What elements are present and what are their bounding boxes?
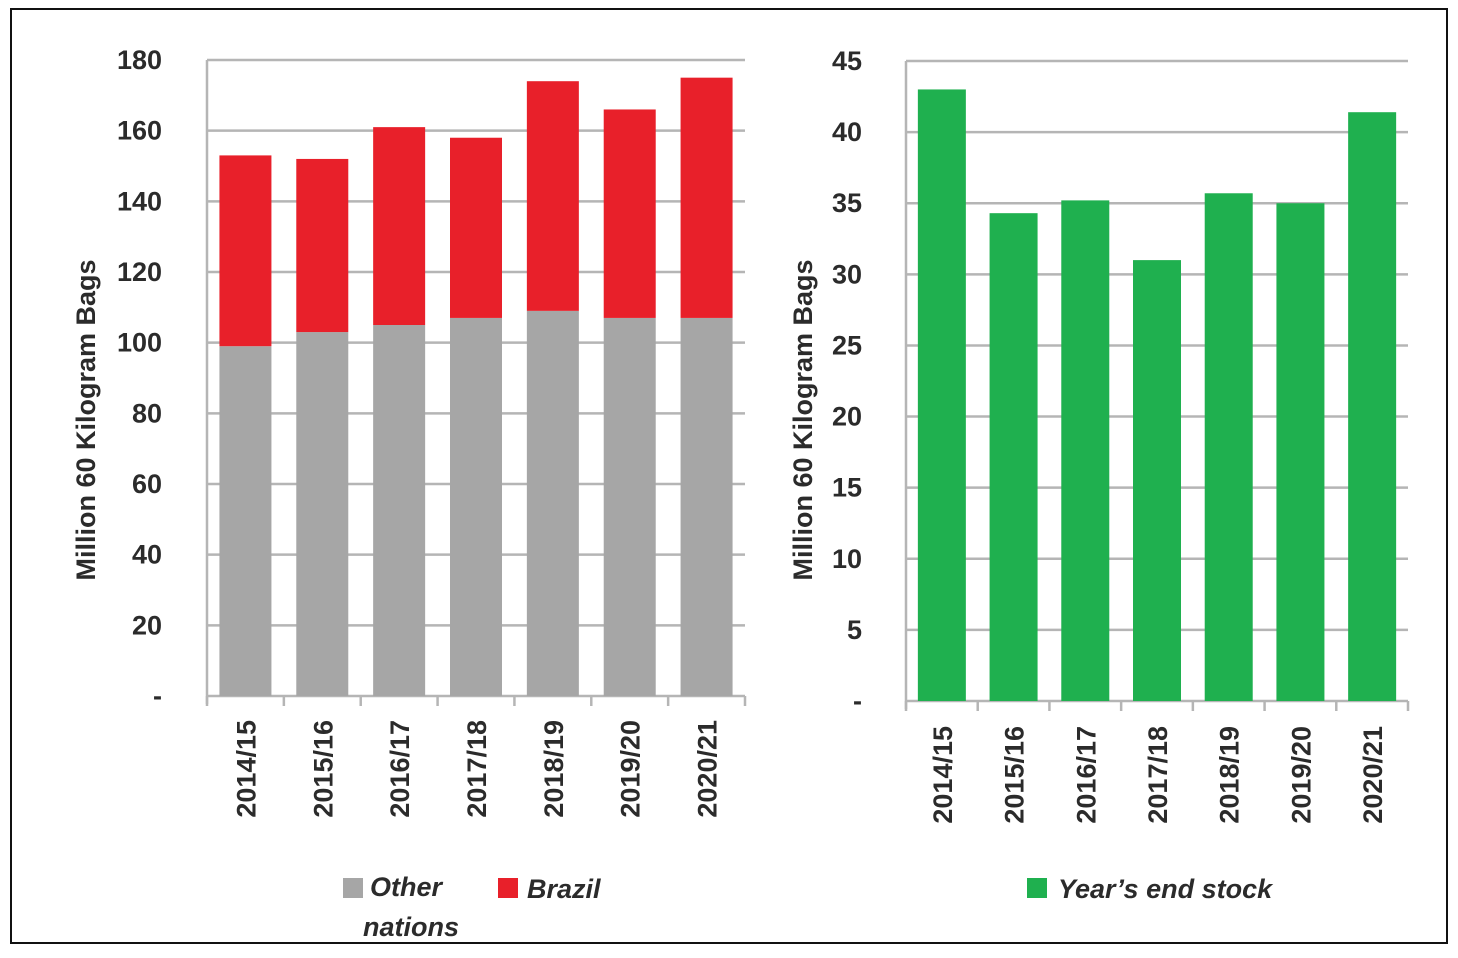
- bar-other-nations-2018-19: [526, 310, 579, 696]
- bar-year-s-end-stock-2019-20: [1276, 203, 1325, 701]
- y-axis-label: Million 60 Kilogram Bags: [71, 259, 101, 580]
- x-tick-label: 2018/19: [539, 720, 569, 818]
- bar-other-nations-2014-15: [219, 346, 272, 696]
- y-tick-label: 10: [832, 544, 862, 574]
- x-tick-label: 2020/21: [1358, 726, 1388, 824]
- legend-swatch-other-nations: [343, 878, 363, 898]
- bar-brazil-2014-15: [219, 155, 272, 347]
- y-tick-label: 120: [117, 257, 162, 287]
- x-tick-label: 2015/16: [308, 720, 338, 818]
- y-axis-label: Million 60 Kilogram Bags: [788, 259, 818, 580]
- bar-year-s-end-stock-2018-19: [1204, 193, 1253, 701]
- x-tick-label: 2014/15: [928, 726, 958, 824]
- legend-swatch-year-s-end-stock: [1027, 878, 1047, 898]
- bar-other-nations-2015-16: [296, 332, 349, 696]
- x-tick-label: 2016/17: [1071, 726, 1101, 824]
- x-tick-label: 2017/18: [1143, 726, 1173, 824]
- bar-year-s-end-stock-2017-18: [1133, 260, 1181, 701]
- production-chart: - 20 40 60 80 100 120 140 160 180 Million 60 Kilog…: [71, 45, 747, 942]
- bar-brazil-2019-20: [603, 109, 656, 318]
- y-tick-label: 45: [832, 46, 862, 76]
- y-tick-label: 35: [832, 188, 862, 218]
- y-tick-label: 180: [117, 45, 162, 75]
- y-tick-label: 40: [832, 117, 862, 147]
- bar-brazil-2015-16: [296, 158, 349, 333]
- y-tick-label: 100: [117, 328, 162, 358]
- y-tick-label: 60: [132, 469, 162, 499]
- legend-label: Brazil: [527, 874, 601, 904]
- bar-brazil-2018-19: [526, 81, 579, 311]
- y-tick-label: 40: [132, 540, 162, 570]
- bar-year-s-end-stock-2014-15: [917, 89, 966, 701]
- bar-other-nations-2017-18: [450, 317, 502, 696]
- x-tick-label: 2019/20: [616, 720, 646, 818]
- y-tick-label: 20: [832, 402, 862, 432]
- x-tick-label: 2016/17: [385, 720, 415, 818]
- bar-year-s-end-stock-2020-21: [1348, 112, 1397, 701]
- x-tick-label: 2018/19: [1215, 726, 1245, 824]
- legend-swatch-brazil: [498, 878, 518, 898]
- x-tick-label: 2015/16: [1000, 726, 1030, 824]
- y-tick-label: -: [153, 681, 162, 711]
- y-tick-label: 15: [832, 473, 862, 503]
- stock-chart: - 5 10 15 20 25 30 35 40 45 Million 60 Kilogram Ba…: [788, 46, 1410, 904]
- legend-label: Year’s end stock: [1058, 874, 1274, 904]
- y-tick-label: -: [853, 686, 862, 716]
- legend-label-line2: nations: [363, 912, 459, 942]
- x-tick-label: 2019/20: [1286, 726, 1316, 824]
- bar-brazil-2016-17: [373, 127, 426, 325]
- x-tick-label: 2017/18: [462, 720, 492, 818]
- y-tick-label: 30: [832, 259, 862, 289]
- bar-year-s-end-stock-2015-16: [989, 213, 1038, 701]
- y-tick-label: 140: [117, 186, 162, 216]
- y-tick-label: 80: [132, 398, 162, 428]
- y-tick-label: 160: [117, 116, 162, 146]
- y-tick-label: 25: [832, 330, 862, 360]
- legend-label: Other: [370, 872, 444, 902]
- x-tick-label: 2020/21: [693, 720, 723, 818]
- y-tick-label: 5: [847, 615, 862, 645]
- x-tick-label: 2014/15: [231, 720, 261, 818]
- bar-other-nations-2020-21: [680, 317, 733, 696]
- bar-other-nations-2016-17: [373, 325, 426, 696]
- bar-year-s-end-stock-2016-17: [1061, 200, 1110, 701]
- y-tick-label: 20: [132, 610, 162, 640]
- bar-brazil-2020-21: [680, 77, 733, 318]
- bar-other-nations-2019-20: [603, 317, 656, 696]
- bar-brazil-2017-18: [450, 137, 502, 318]
